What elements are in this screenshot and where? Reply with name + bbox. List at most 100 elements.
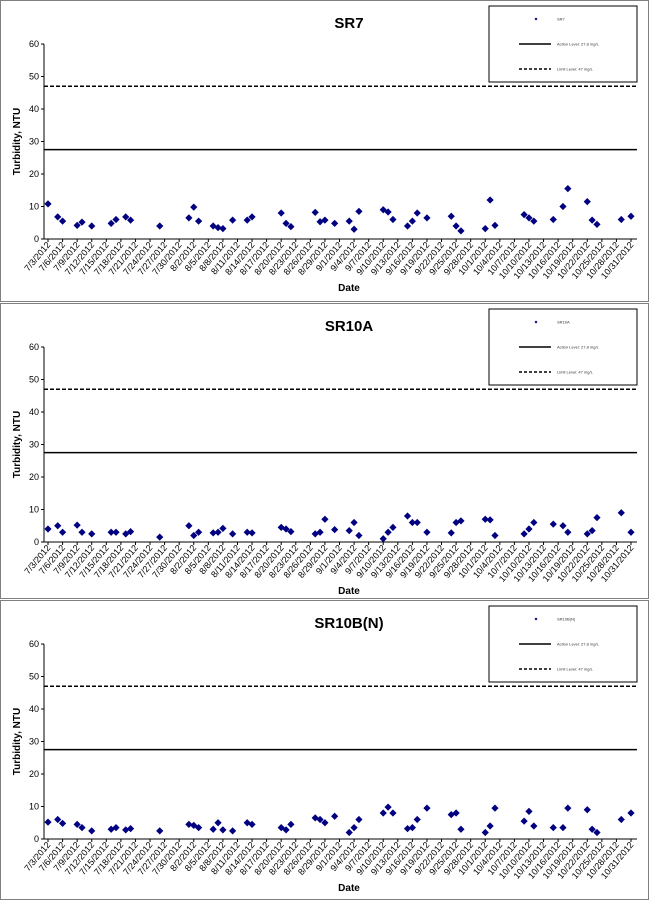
data-point — [243, 216, 251, 224]
scatter-series — [44, 803, 635, 837]
data-point — [491, 531, 499, 540]
data-point — [564, 804, 572, 812]
data-point — [481, 225, 489, 233]
data-point — [73, 820, 81, 828]
data-point — [243, 528, 251, 536]
legend-box — [488, 308, 638, 386]
data-point — [379, 206, 387, 214]
y-tick-label: 10 — [29, 505, 39, 515]
data-point — [423, 214, 431, 222]
data-point — [389, 809, 397, 817]
data-point — [112, 824, 120, 832]
data-point — [549, 520, 557, 528]
chart-panel-2: SR10A 0 10 20 30 40 50 60 7/3/2012 7/6/2012 7/9/20… — [0, 303, 649, 599]
data-point — [350, 225, 358, 233]
data-point — [457, 517, 465, 525]
data-point — [389, 215, 397, 224]
data-point — [112, 215, 120, 224]
data-point — [403, 222, 412, 230]
chart-panel-1: SR7 0 10 20 30 40 50 60 7/3/2012 7/6/2012 7/9/2012… — [0, 0, 649, 302]
y-tick-label: 30 — [29, 137, 39, 147]
data-point — [617, 509, 625, 517]
data-point — [564, 528, 572, 536]
data-point — [413, 209, 421, 217]
legend-entry-label: Limit Level: 47 mg/L — [557, 667, 594, 672]
data-point — [345, 527, 353, 535]
data-point — [229, 216, 237, 224]
y-tick-label: 50 — [29, 375, 39, 385]
y-tick-label: 30 — [29, 737, 39, 747]
data-point — [195, 824, 203, 832]
data-point — [559, 202, 567, 211]
data-point — [316, 815, 324, 824]
data-point — [588, 825, 596, 833]
data-point — [219, 524, 227, 532]
data-point — [214, 224, 222, 232]
data-point — [583, 806, 591, 814]
data-point — [229, 827, 237, 835]
data-point — [384, 208, 392, 216]
legend-box — [488, 605, 638, 683]
data-point — [423, 528, 431, 536]
data-point — [617, 815, 625, 824]
legend-entry-label: SR10B(N) — [557, 617, 576, 622]
data-point — [126, 216, 135, 224]
data-point — [185, 214, 193, 222]
y-tick-label: 10 — [29, 202, 39, 212]
data-point — [486, 516, 494, 524]
data-point — [44, 200, 52, 208]
data-point — [316, 528, 324, 536]
data-point — [78, 528, 86, 536]
data-point — [549, 824, 557, 832]
data-point — [248, 213, 256, 221]
legend-entry-label: Limit Level: 47 mg/L — [557, 67, 594, 72]
data-point — [54, 815, 62, 824]
data-point — [107, 528, 115, 536]
legend-marker-swatch — [534, 617, 538, 621]
x-axis-label: Date — [338, 883, 360, 894]
data-point — [219, 826, 227, 834]
x-axis-label: Date — [338, 586, 360, 597]
data-point — [559, 522, 567, 530]
data-point — [447, 529, 455, 537]
data-point — [491, 221, 499, 229]
data-point — [195, 217, 203, 225]
legend-box — [488, 5, 638, 83]
y-tick-label: 50 — [29, 672, 39, 682]
chart-svg: SR10B(N)01020304050607/3/20127/6/20127/9… — [12, 605, 638, 894]
data-point — [379, 535, 387, 543]
data-point — [58, 819, 67, 827]
data-point — [627, 528, 635, 536]
data-point — [564, 185, 572, 193]
data-point — [525, 214, 533, 222]
data-point — [423, 804, 431, 812]
data-point — [73, 221, 81, 229]
data-point — [530, 822, 538, 830]
data-point — [593, 220, 601, 228]
data-point — [447, 212, 455, 220]
y-axis-label: Turbidity, NTU — [12, 708, 23, 775]
data-point — [44, 818, 52, 826]
legend: SR10A Action Level: 27.8 mg/L Limit Level:… — [488, 308, 638, 386]
data-point — [520, 530, 528, 538]
legend: SR10B(N) Action Level: 27.8 mg/L Limit Lev… — [488, 605, 638, 683]
y-axis-label: Turbidity, NTU — [12, 411, 23, 478]
data-point — [583, 198, 591, 206]
data-point — [491, 804, 499, 812]
data-point — [229, 530, 237, 538]
data-point — [195, 528, 203, 536]
scatter-series — [44, 185, 635, 235]
data-point — [331, 812, 339, 820]
data-point — [530, 217, 538, 225]
data-point — [282, 525, 290, 533]
legend: SR7 Action Level: 27.8 mg/L Limit Level: 4… — [488, 5, 638, 83]
data-point — [73, 521, 81, 529]
data-point — [185, 820, 193, 828]
data-point — [345, 828, 353, 837]
data-point — [88, 222, 96, 230]
data-point — [156, 222, 164, 230]
data-point — [311, 208, 319, 216]
data-point — [277, 209, 285, 217]
data-point — [54, 213, 62, 221]
